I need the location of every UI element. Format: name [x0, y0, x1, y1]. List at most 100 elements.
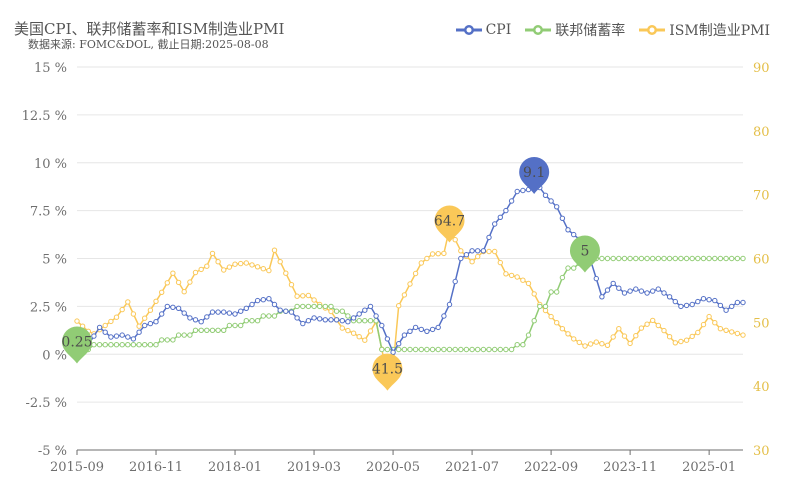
data-point-cpi: [390, 349, 396, 355]
y-left-tick-label: 10 %: [34, 157, 67, 172]
data-point-pmi: [740, 332, 746, 338]
data-point-cpi: [706, 297, 712, 303]
data-point-fed-rate: [254, 318, 261, 324]
y-right-tick-label: 40: [753, 380, 770, 395]
marker-label: 5: [581, 244, 590, 260]
data-point-pmi: [221, 267, 227, 273]
data-point-pmi: [345, 327, 351, 334]
data-point-cpi: [108, 334, 114, 340]
data-point-fed-rate: [666, 255, 673, 262]
data-point-pmi: [170, 270, 176, 276]
data-point-pmi: [164, 280, 171, 286]
data-point-cpi: [469, 248, 475, 254]
data-point-fed-rate: [678, 255, 684, 262]
data-point-fed-rate: [379, 346, 385, 353]
data-point-pmi: [475, 253, 481, 260]
data-point-pmi: [576, 339, 582, 346]
data-point-pmi: [734, 330, 741, 337]
data-point-cpi: [136, 329, 142, 335]
data-point-pmi: [683, 337, 690, 343]
y-right-tick-label: 70: [753, 189, 770, 204]
data-point-pmi: [695, 329, 701, 336]
data-point-pmi: [717, 326, 724, 332]
data-point-pmi: [706, 313, 712, 320]
data-point-fed-rate: [723, 255, 729, 262]
data-point-fed-rate: [740, 255, 746, 262]
data-point-fed-rate: [232, 322, 238, 329]
data-point-cpi: [328, 317, 334, 323]
data-point-pmi: [520, 277, 526, 283]
data-point-pmi: [113, 314, 120, 320]
data-point-fed-rate: [153, 342, 159, 348]
x-tick-label: 2020-05: [366, 460, 420, 475]
data-point-cpi: [418, 326, 424, 333]
data-point-pmi: [610, 334, 616, 340]
x-tick-label: 2019-03: [287, 460, 341, 475]
data-point-cpi: [458, 255, 464, 262]
data-point-cpi: [593, 275, 599, 282]
data-point-fed-rate: [633, 255, 639, 262]
data-point-pmi: [497, 259, 503, 266]
data-point-cpi: [740, 299, 746, 306]
data-point-pmi: [209, 250, 216, 257]
data-point-pmi: [531, 291, 537, 297]
data-point-pmi: [700, 321, 707, 328]
data-point-cpi: [633, 286, 639, 292]
data-point-fed-rate: [243, 318, 250, 324]
data-point-cpi: [542, 192, 549, 199]
data-point-fed-rate: [271, 313, 278, 319]
data-point-cpi: [260, 297, 266, 303]
data-point-cpi: [367, 303, 374, 310]
y-left-tick-label: 2.5 %: [30, 300, 67, 315]
legend-item-fed-rate[interactable]: 联邦储蓄率: [525, 20, 625, 40]
data-point-fed-rate: [294, 303, 300, 310]
data-point-cpi: [554, 204, 560, 210]
legend: CPI 联邦储蓄率 ISM制造业PMI: [455, 20, 770, 40]
data-point-cpi: [514, 188, 520, 195]
data-point-fed-rate: [159, 337, 165, 343]
data-point-pmi: [396, 303, 402, 309]
data-point-cpi: [209, 309, 216, 315]
data-point-cpi: [181, 310, 187, 316]
legend-pmi-label: ISM制造业PMI: [669, 23, 770, 39]
data-point-cpi: [666, 294, 673, 300]
marker-label: 0.25: [61, 334, 92, 350]
data-point-fed-rate: [734, 255, 741, 262]
data-point-pmi: [232, 261, 238, 267]
data-point-fed-rate: [328, 303, 334, 310]
data-point-fed-rate: [407, 346, 413, 353]
x-tick-label: 2025-01: [682, 460, 736, 475]
data-point-cpi: [283, 308, 289, 314]
data-point-pmi: [266, 267, 272, 274]
chart-title: 美国CPI、联邦储蓄率和ISM制造业PMI: [14, 20, 285, 38]
data-point-pmi: [604, 342, 611, 348]
data-point-fed-rate: [452, 346, 458, 353]
data-point-pmi: [621, 333, 628, 339]
data-point-fed-rate: [599, 255, 605, 262]
data-point-pmi: [339, 325, 345, 331]
data-point-fed-rate: [198, 327, 204, 333]
data-point-fed-rate: [305, 303, 312, 310]
data-point-pmi: [215, 259, 221, 265]
data-point-fed-rate: [362, 318, 368, 324]
data-point-pmi: [587, 341, 594, 347]
data-point-cpi: [486, 234, 492, 241]
data-point-pmi: [548, 313, 554, 320]
data-point-fed-rate: [650, 255, 656, 262]
data-point-pmi: [661, 327, 667, 334]
data-point-fed-rate: [706, 255, 712, 262]
y-left-tick-label: 12.5 %: [22, 109, 67, 124]
legend-item-pmi[interactable]: ISM制造业PMI: [639, 20, 770, 40]
data-point-fed-rate: [571, 265, 577, 271]
data-point-cpi: [672, 298, 678, 305]
data-point-pmi: [277, 259, 283, 265]
data-point-cpi: [254, 297, 261, 304]
data-point-cpi: [243, 305, 250, 311]
data-point-fed-rate: [469, 346, 475, 353]
data-point-fed-rate: [486, 346, 492, 353]
legend-item-cpi[interactable]: CPI: [455, 22, 511, 38]
data-point-fed-rate: [209, 327, 216, 333]
data-point-pmi: [418, 260, 424, 266]
data-point-cpi: [734, 299, 741, 306]
data-point-fed-rate: [683, 255, 690, 262]
